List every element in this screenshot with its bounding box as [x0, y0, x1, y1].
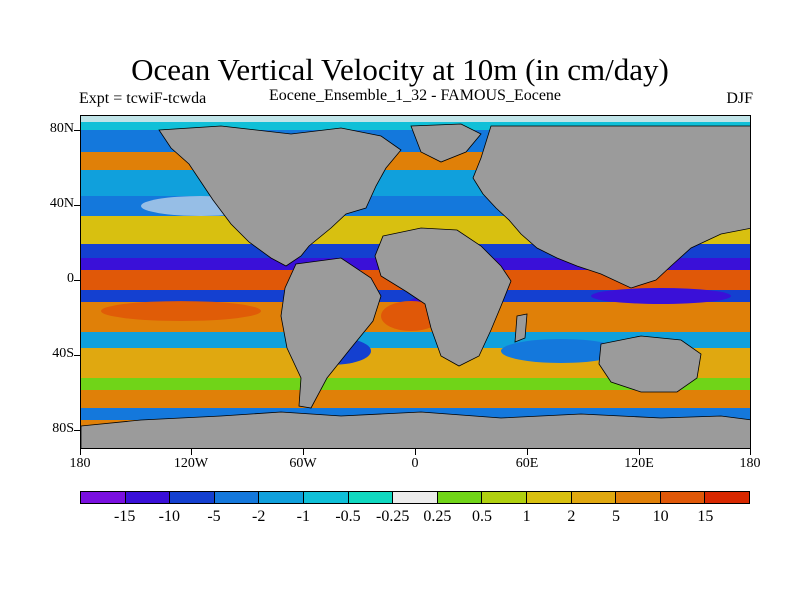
colorbar-swatch	[348, 492, 394, 503]
colorbar-tick-label: 10	[652, 508, 669, 525]
colorbar-tick-label: -0.5	[335, 508, 361, 525]
lat-tick	[74, 355, 80, 356]
lat-tick	[74, 130, 80, 131]
colorbar-tick-label: 15	[697, 508, 714, 525]
colorbar-tick-label: 0.5	[472, 508, 492, 525]
colorbar-swatch	[170, 492, 215, 503]
colorbar-swatch	[214, 492, 260, 503]
colorbar-swatch	[616, 492, 661, 503]
colorbar-tick-label: -10	[158, 508, 180, 525]
colorbar	[80, 491, 750, 504]
colorbar-swatch	[393, 492, 438, 503]
lat-tick	[74, 280, 80, 281]
lon-tick	[80, 449, 81, 455]
colorbar-swatch	[437, 492, 483, 503]
lat-tick	[74, 205, 80, 206]
ensemble-label: Eocene_Ensemble_1_32 - FAMOUS_Eocene	[268, 87, 562, 104]
colorbar-swatch	[526, 492, 572, 503]
lon-label: 120E	[624, 456, 654, 471]
lon-tick	[750, 449, 751, 455]
colorbar-swatch	[660, 492, 706, 503]
colorbar-tick-label: -0.25	[375, 508, 410, 525]
colorbar-swatch	[482, 492, 527, 503]
colorbar-swatch	[705, 492, 749, 503]
lat-label: 80N	[49, 121, 74, 136]
map-canvas	[81, 116, 750, 448]
map-title: Ocean Vertical Velocity at 10m (in cm/da…	[131, 52, 669, 87]
colorbar-tick-label: -1	[296, 508, 310, 525]
colorbar-swatch	[303, 492, 349, 503]
lon-label: 180	[739, 456, 761, 471]
colorbar-swatch	[81, 492, 126, 503]
lat-label: 40N	[49, 196, 74, 211]
colorbar-swatch	[125, 492, 171, 503]
map-panel	[80, 115, 751, 449]
lat-label: 40S	[52, 346, 74, 361]
colorbar-swatch	[259, 492, 304, 503]
lon-label: 60W	[289, 456, 317, 471]
lon-tick	[303, 449, 304, 455]
colorbar-tick-label: 1	[522, 508, 531, 525]
experiment-label: Expt = tcwiF-tcwda	[79, 90, 207, 107]
lat-label: 0	[67, 271, 74, 286]
colorbar-tick-label: -2	[251, 508, 266, 525]
lon-tick	[527, 449, 528, 455]
colorbar-tick-label: -5	[207, 508, 221, 525]
colorbar-tick-label: 0.25	[423, 508, 452, 525]
lon-tick	[191, 449, 192, 455]
lon-tick	[639, 449, 640, 455]
colorbar-tick-label: 2	[567, 508, 576, 525]
lat-tick	[74, 430, 80, 431]
season-label: DJF	[726, 90, 753, 107]
lon-label: 60E	[515, 456, 539, 471]
lon-tick	[415, 449, 416, 455]
colorbar-tick-label: 5	[612, 508, 620, 525]
lon-label: 0	[411, 456, 419, 471]
colorbar-tick-label: -15	[113, 508, 136, 525]
lon-label: 180	[69, 456, 91, 471]
lon-label: 120W	[173, 456, 209, 471]
colorbar-swatch	[571, 492, 617, 503]
lat-label: 80S	[52, 421, 74, 436]
